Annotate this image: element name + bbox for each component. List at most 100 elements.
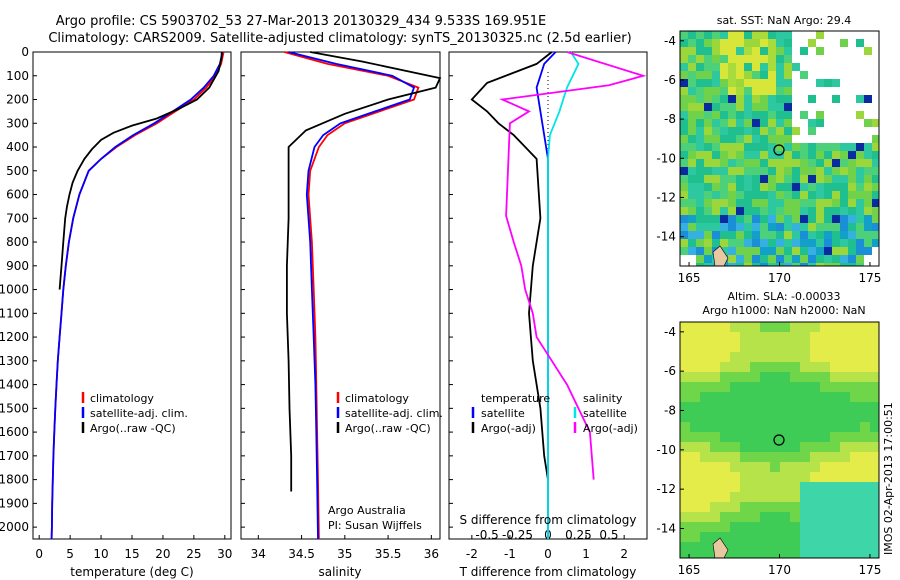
sla-cell [740,372,750,382]
sst-cell [824,255,832,263]
sst-cell [816,47,824,55]
sla-cell [760,362,770,372]
sla-cell [810,542,820,552]
sst-cell [712,135,720,143]
sst-cell [696,135,704,143]
sla-cell [830,532,840,542]
sla-cell [770,532,780,542]
sst-cell [728,199,736,207]
sla-cell [740,472,750,482]
sla-cell [840,352,850,362]
sst-cell [808,247,816,255]
sst-cell [864,207,872,215]
sst-cell [816,167,824,175]
sst-cell [872,215,879,223]
sla-cell [710,322,720,332]
sst-cell [736,79,744,87]
sst-cell [808,231,816,239]
sst-cell [784,79,792,87]
sst-cell [768,263,776,266]
sst-cell [872,207,879,215]
sst-cell [720,159,728,167]
sst-cell [688,247,696,255]
sst-cell [784,71,792,79]
sst-cell [768,71,776,79]
sst-cell [696,191,704,199]
sla-cell [730,412,740,422]
sla-cell [760,532,770,542]
sst-cell [752,95,760,103]
sla-cell [800,462,810,472]
legend-label-s-satellite: satellite [583,407,627,420]
sst-cell [680,183,688,191]
sla-cell [690,442,700,452]
sla-cell [800,362,810,372]
sst-cell [728,95,736,103]
sst-cell [744,71,752,79]
sla-cell [790,432,800,442]
sla-cell [710,452,720,462]
sla-cell [730,422,740,432]
sla-cell [740,352,750,362]
sla-cell [870,422,879,432]
sst-cell [784,31,792,39]
sla-cell [860,412,870,422]
sla-cell [750,552,760,558]
sst-cell [776,167,784,175]
sst-cell [856,239,864,247]
sla-cell [790,522,800,532]
sst-cell [728,135,736,143]
sla-cell [790,472,800,482]
sst-cell [712,127,720,135]
sst-cell [760,215,768,223]
sla-cell [780,472,790,482]
sst-cell [864,239,872,247]
sla-cell [810,442,820,452]
sst-cell [848,151,856,159]
sla-cell [720,412,730,422]
sla-cell [810,532,820,542]
sla-cell [790,412,800,422]
sla-cell [770,352,780,362]
sla-cell [700,362,710,372]
sst-cell [704,71,712,79]
sla-cell [780,402,790,412]
sst-cell [688,95,696,103]
sst-cell [808,199,816,207]
sst-cell [808,215,816,223]
sst-cell [696,111,704,119]
sst-cell [872,151,879,159]
sst-cell [824,175,832,183]
sla-cell [750,462,760,472]
sla-cell [700,442,710,452]
depth-tick-label: 800 [6,235,29,249]
sst-cell [704,135,712,143]
legend-salinity: climatology satellite-adj. clim. Argo(..… [328,392,443,532]
sst-cell [680,151,688,159]
legend-label-t-satellite: satellite [481,407,525,420]
sla-cell [680,522,690,532]
temperature-axis-label: temperature (deg C) [70,565,193,579]
sst-cell [704,95,712,103]
sla-cell [830,372,840,382]
sst-cell [800,239,808,247]
sst-cell [856,183,864,191]
sst-cell [720,183,728,191]
sst-cell [736,55,744,63]
sst-cell [784,55,792,63]
lat-tick-label: -10 [656,151,676,165]
sst-cell [696,175,704,183]
sla-cell [750,452,760,462]
depth-tick-label: 600 [6,188,29,202]
sla-cell [760,502,770,512]
sla-cell [870,382,879,392]
sst-cell [720,175,728,183]
sst-cell [680,175,688,183]
sst-cell [848,247,856,255]
sst-cell [872,223,879,231]
sst-cell [856,167,864,175]
sst-cell [864,143,872,151]
lon-tick-label: 170 [768,271,791,285]
sst-cell [704,239,712,247]
sst-cell [776,191,784,199]
